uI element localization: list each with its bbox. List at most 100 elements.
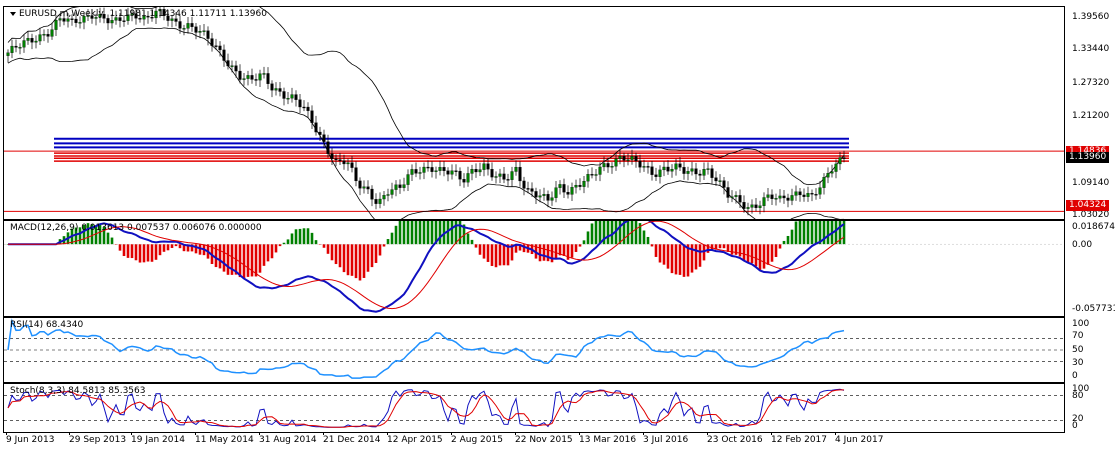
candle-body: [474, 169, 478, 173]
candle-body: [742, 202, 746, 209]
stochastic-pane[interactable]: Stoch(8,3,3) 84.5813 85.3563: [3, 383, 1065, 433]
candle-body: [250, 75, 254, 80]
candle-body: [38, 34, 42, 42]
candle-body: [134, 13, 138, 19]
macd-histogram-bar: [394, 225, 398, 245]
candle-body: [578, 184, 582, 187]
macd-histogram-bar: [142, 244, 146, 263]
time-axis-tick: [707, 432, 708, 435]
candle-body: [818, 187, 822, 195]
macd-histogram-bar: [698, 244, 702, 267]
macd-histogram-bar: [382, 244, 386, 247]
candle-body: [110, 20, 114, 24]
candle-body: [774, 198, 778, 200]
macd-histogram-bar: [358, 244, 362, 281]
macd-histogram-bar: [110, 237, 114, 245]
macd-histogram-bar: [174, 244, 178, 247]
macd-histogram-bar: [458, 221, 462, 245]
macd-histogram-bar: [310, 232, 314, 245]
candle-body: [554, 187, 558, 198]
time-axis-label: 31 Aug 2014: [259, 435, 317, 445]
macd-histogram-bar: [650, 244, 654, 247]
candle-body: [90, 15, 94, 19]
macd-histogram-bar: [198, 244, 202, 255]
rsi-tick: 100: [1072, 319, 1090, 329]
macd-pane[interactable]: MACD(12,26,9) 0.013613 0.007537 0.006076…: [3, 220, 1065, 317]
macd-histogram-bar: [682, 244, 686, 277]
candle-body: [486, 163, 490, 170]
macd-histogram-bar: [494, 244, 498, 268]
macd-canvas[interactable]: [4, 221, 1064, 316]
macd-histogram-bar: [574, 244, 578, 252]
macd-histogram-bar: [798, 221, 802, 245]
candle-body: [478, 169, 482, 173]
candle-body: [238, 70, 242, 80]
macd-histogram-bar: [106, 232, 110, 245]
candle-body: [450, 170, 454, 175]
macd-histogram-bar: [670, 244, 674, 274]
macd-histogram-bar: [622, 221, 626, 245]
macd-histogram-bar: [322, 244, 326, 248]
bollinger-upper-band: [7, 7, 845, 186]
price-chart-canvas[interactable]: [4, 7, 1064, 219]
candle-body: [102, 14, 106, 19]
candle-body: [66, 18, 70, 22]
macd-histogram-bar: [454, 221, 458, 245]
macd-histogram-bar: [694, 244, 698, 270]
candle-body: [154, 10, 158, 19]
macd-histogram-bar: [654, 244, 658, 257]
candle-body: [218, 45, 222, 51]
price-tick: 1.09140: [1072, 178, 1110, 188]
candle-body: [546, 194, 550, 201]
time-axis-tick: [579, 432, 580, 435]
macd-histogram-bar: [146, 244, 150, 262]
candle-body: [798, 191, 802, 196]
candle-body: [138, 18, 142, 20]
candle-body: [638, 160, 642, 168]
candle-body: [34, 40, 38, 43]
candle-body: [690, 168, 694, 172]
rsi-canvas[interactable]: [4, 318, 1064, 382]
macd-histogram-bar: [414, 221, 418, 245]
time-axis-tick: [643, 432, 644, 435]
macd-histogram-bar: [590, 223, 594, 245]
macd-histogram-bar: [410, 221, 414, 245]
macd-histogram-bar: [170, 244, 174, 248]
candle-body: [42, 34, 46, 36]
macd-histogram-bar: [178, 244, 182, 249]
macd-histogram-bar: [418, 221, 422, 245]
macd-histogram-bar: [266, 244, 270, 262]
candle-body: [706, 168, 710, 170]
candle-body: [618, 155, 622, 159]
macd-histogram-bar: [274, 244, 278, 253]
macd-histogram-bar: [342, 244, 346, 273]
macd-histogram-bar: [362, 244, 366, 278]
macd-histogram-bar: [646, 236, 650, 245]
time-axis-tick: [451, 432, 452, 435]
macd-histogram-bar: [86, 223, 90, 245]
time-axis-tick: [6, 432, 7, 435]
rsi-pane[interactable]: RSI(14) 68.4340: [3, 317, 1065, 383]
candle-body: [294, 94, 298, 100]
candle-body: [242, 78, 246, 80]
stochastic-canvas[interactable]: [4, 384, 1064, 432]
macd-histogram-bar: [742, 244, 746, 261]
chevron-down-icon[interactable]: [10, 11, 16, 16]
candle-body: [722, 180, 726, 188]
candle-body: [182, 28, 186, 30]
macd-histogram-bar: [594, 221, 598, 245]
candle-body: [806, 193, 810, 197]
macd-histogram-bar: [818, 221, 822, 245]
candle-body: [686, 171, 690, 174]
candle-body: [194, 26, 198, 33]
candle-body: [606, 163, 610, 168]
candle-body: [274, 88, 278, 91]
candle-body: [610, 166, 614, 168]
macd-histogram-bar: [470, 239, 474, 245]
candle-body: [298, 99, 302, 108]
macd-histogram-bar: [498, 244, 502, 266]
candle-body: [410, 169, 414, 175]
price-chart-pane[interactable]: EURUSD.m,Weekly 1.11981 1.14346 1.11711 …: [3, 6, 1065, 220]
candle-body: [126, 14, 130, 21]
candle-body: [14, 45, 18, 48]
